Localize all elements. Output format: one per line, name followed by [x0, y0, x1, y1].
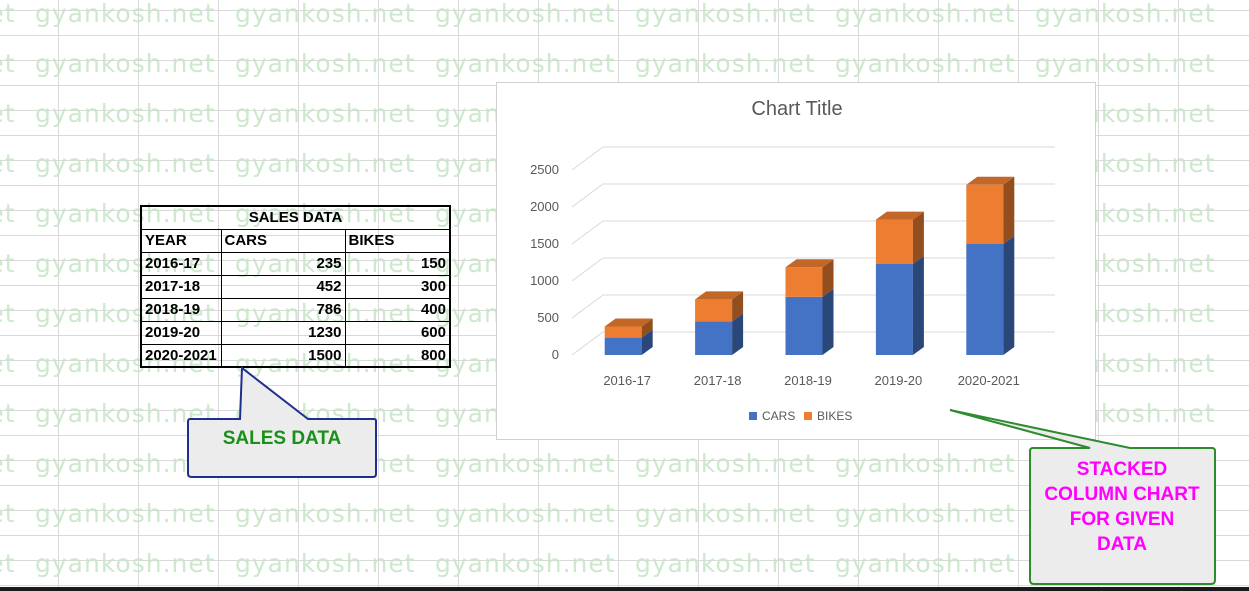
cell-cars[interactable]: 1230	[220, 320, 346, 345]
bar-side	[641, 318, 653, 338]
bar-segment-bikes	[604, 318, 653, 338]
bar-front	[966, 184, 1004, 244]
header-year[interactable]: YEAR	[140, 228, 222, 253]
stacked-column-chart[interactable]: Chart Title 0 500 1000 1500 2000 2500 2016-17 2…	[497, 83, 1097, 441]
table-title: SALES DATA	[140, 205, 451, 230]
bar-front	[875, 263, 913, 355]
bar-front	[875, 219, 913, 264]
x-tick-label: 2019-20	[875, 373, 923, 388]
bar-top	[604, 318, 653, 327]
bar-front	[785, 267, 823, 297]
chart-callout-line: DATA	[1097, 534, 1147, 555]
bar-front	[695, 321, 733, 355]
gridline	[571, 183, 1055, 208]
bar-segment-bikes	[695, 291, 744, 322]
bar-segment-bikes	[785, 259, 834, 297]
chart-callout-line: COLUMN CHART	[1044, 484, 1200, 505]
cell-cars[interactable]: 1500	[220, 343, 346, 368]
bar-segment-cars	[875, 255, 924, 355]
y-tick-label: 1000	[530, 273, 559, 288]
bar-side	[732, 313, 744, 355]
bar-top	[875, 211, 924, 220]
cell-cars[interactable]: 786	[220, 297, 346, 322]
x-tick-label: 2018-19	[784, 373, 832, 388]
x-tick-label: 2016-17	[603, 373, 651, 388]
bar-front	[695, 299, 733, 322]
header-bikes[interactable]: BIKES	[344, 228, 451, 253]
bottom-border	[0, 587, 1249, 591]
bar-segment-bikes	[966, 176, 1015, 244]
bar-side	[732, 291, 744, 322]
chart-title[interactable]: Chart Title	[751, 98, 842, 120]
cell-cars[interactable]: 235	[220, 251, 346, 276]
header-cars[interactable]: CARS	[220, 228, 346, 253]
cell-year[interactable]: 2020-2021	[140, 343, 222, 368]
legend-label: BIKES	[817, 409, 852, 423]
bar-side	[912, 255, 924, 355]
table-header-row: YEAR CARS BIKES	[140, 228, 451, 253]
bar-side	[1003, 176, 1015, 244]
cell-year[interactable]: 2016-17	[140, 251, 222, 276]
y-tick-label: 500	[537, 310, 559, 325]
table-title-row: SALES DATA	[140, 205, 451, 230]
table-row: 2020-2021 1500 800	[140, 343, 451, 368]
cell-cars[interactable]: 452	[220, 274, 346, 299]
x-tick-label: 2020-2021	[958, 373, 1020, 388]
chart-callout-line: STACKED	[1076, 459, 1168, 480]
bar-side	[822, 259, 834, 297]
cell-bikes[interactable]: 300	[344, 274, 451, 299]
cell-bikes[interactable]: 600	[344, 320, 451, 345]
cell-bikes[interactable]: 400	[344, 297, 451, 322]
bar-side	[822, 288, 834, 355]
bar-front	[966, 244, 1004, 355]
bar-top	[966, 176, 1015, 185]
y-tick-label: 2500	[530, 162, 559, 177]
sales-data-callout-text: SALES DATA	[222, 428, 342, 449]
table-row: 2018-19 786 400	[140, 297, 451, 322]
table-row: 2019-20 1230 600	[140, 320, 451, 345]
cell-year[interactable]: 2018-19	[140, 297, 222, 322]
bar-front	[604, 326, 642, 338]
chart-callout-line: FOR GIVEN	[1069, 509, 1175, 530]
cell-bikes[interactable]: 150	[344, 251, 451, 276]
bar-segment-cars	[966, 236, 1015, 355]
legend-label: CARS	[762, 409, 795, 423]
legend-swatch	[749, 412, 757, 420]
y-tick-label: 1500	[530, 236, 559, 251]
bar-segment-cars	[695, 313, 744, 355]
table-row: 2016-17 235 150	[140, 251, 451, 276]
bar-segment-cars	[604, 329, 653, 355]
gridline	[571, 146, 1055, 171]
bar-front	[785, 296, 823, 355]
bar-top	[695, 291, 744, 300]
sales-data-table: SALES DATA YEAR CARS BIKES 2016-17 235 1…	[140, 205, 451, 368]
chart-panel[interactable]: Chart Title 0 500 1000 1500 2000 2500 2016-17 2…	[496, 82, 1096, 440]
bar-segment-cars	[785, 288, 834, 355]
bar-side	[912, 211, 924, 264]
cell-year[interactable]: 2019-20	[140, 320, 222, 345]
cell-year[interactable]: 2017-18	[140, 274, 222, 299]
chart-callout-text: STACKED COLUMN CHART FOR GIVEN DATA	[1031, 457, 1213, 557]
cell-bikes[interactable]: 800	[344, 343, 451, 368]
bar-segment-bikes	[875, 211, 924, 264]
y-tick-label: 2000	[530, 199, 559, 214]
legend-swatch	[804, 412, 812, 420]
x-tick-label: 2017-18	[694, 373, 742, 388]
table-row: 2017-18 452 300	[140, 274, 451, 299]
bar-side	[641, 329, 653, 355]
bar-front	[604, 337, 642, 355]
y-tick-label: 0	[552, 347, 559, 362]
bar-top	[785, 259, 834, 268]
bar-side	[1003, 236, 1015, 355]
